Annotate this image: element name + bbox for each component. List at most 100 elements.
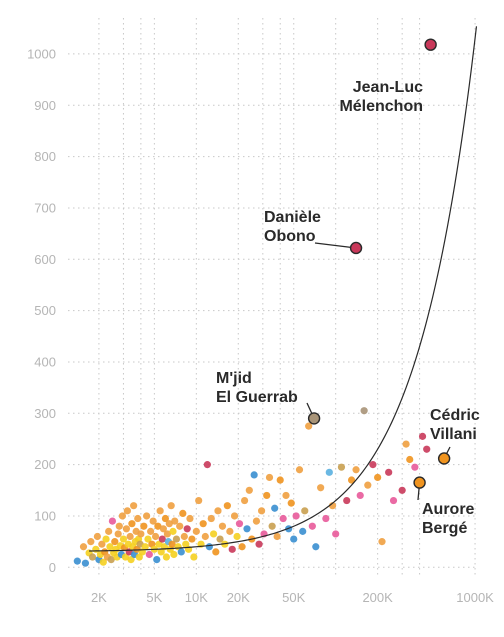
data-point <box>172 535 181 543</box>
data-point <box>214 507 222 515</box>
data-point <box>273 532 281 541</box>
data-point <box>163 530 171 538</box>
annotation-label: Jean-Luc <box>353 79 423 96</box>
annotation-label: M'jid <box>216 370 252 387</box>
data-points <box>73 407 431 567</box>
data-point <box>207 514 215 523</box>
x-tick-label: 5K <box>146 590 162 605</box>
data-point <box>389 496 398 505</box>
data-point <box>190 553 198 561</box>
x-tick-label: 50K <box>282 590 305 605</box>
data-point <box>240 496 249 505</box>
data-point <box>216 535 224 543</box>
data-point <box>143 512 151 520</box>
data-point <box>119 535 128 543</box>
data-point <box>235 520 244 528</box>
data-point <box>87 538 95 546</box>
data-point <box>402 440 410 448</box>
annotated-point <box>413 476 426 489</box>
data-point <box>201 532 209 541</box>
data-point <box>127 555 135 564</box>
data-point <box>105 527 113 535</box>
data-point <box>144 535 152 543</box>
annotations: Jean-Luc Mélenchon Danièle Obono M'jid El Gue… <box>216 38 480 537</box>
data-point <box>364 481 372 489</box>
data-point <box>238 543 246 551</box>
data-point <box>406 455 414 464</box>
y-tick-label: 700 <box>34 200 56 215</box>
data-point <box>128 520 136 528</box>
y-tick-label: 900 <box>34 98 56 113</box>
gridlines <box>68 18 478 575</box>
y-axis-ticks: 0 100 200 300 400 500 600 700 800 900 1000 <box>27 46 56 574</box>
annotation-label: Danièle <box>264 209 321 226</box>
data-point <box>79 543 88 551</box>
data-point <box>121 553 130 561</box>
data-point <box>343 496 351 505</box>
data-point <box>243 525 251 533</box>
data-point <box>257 507 266 515</box>
data-point <box>352 466 360 474</box>
annotation-label: Villani <box>430 426 477 443</box>
data-point <box>292 512 300 520</box>
data-point <box>245 486 253 494</box>
y-tick-label: 800 <box>34 149 56 164</box>
y-tick-label: 0 <box>49 560 56 575</box>
data-point <box>203 461 211 469</box>
annotation-label: Mélenchon <box>339 98 423 115</box>
data-point <box>161 514 170 523</box>
data-point <box>140 522 148 530</box>
data-point <box>154 522 162 530</box>
data-point <box>369 461 377 469</box>
annotated-point <box>307 412 321 425</box>
annotation-label: El Guerrab <box>216 389 298 406</box>
data-point <box>99 558 107 566</box>
trend-curve <box>89 26 478 552</box>
data-point <box>290 535 298 543</box>
data-point <box>167 502 175 510</box>
data-point <box>287 499 295 507</box>
data-point <box>218 522 227 530</box>
data-point <box>195 496 203 505</box>
data-point <box>111 538 119 546</box>
data-point <box>171 517 179 525</box>
data-point <box>228 545 236 553</box>
data-point <box>179 509 187 517</box>
data-point <box>130 502 138 510</box>
data-point <box>98 540 106 548</box>
data-point <box>123 507 131 515</box>
data-point <box>255 540 263 548</box>
data-point <box>268 522 276 530</box>
data-point <box>159 525 167 533</box>
x-tick-label: 200K <box>362 590 393 605</box>
data-point <box>114 530 122 538</box>
data-point <box>155 540 163 548</box>
data-point <box>322 514 330 523</box>
x-tick-label: 20K <box>227 590 250 605</box>
y-tick-label: 200 <box>34 457 56 472</box>
data-point <box>102 535 110 543</box>
data-point <box>308 522 316 530</box>
data-point <box>137 530 145 538</box>
data-point <box>162 553 171 561</box>
data-point <box>192 527 200 535</box>
data-point <box>271 504 279 512</box>
data-point <box>325 468 333 476</box>
data-point <box>81 559 90 567</box>
data-point <box>134 514 142 523</box>
data-point <box>305 422 313 430</box>
data-point <box>299 527 307 535</box>
data-point <box>356 491 364 500</box>
data-point <box>151 532 160 541</box>
data-point <box>199 520 207 528</box>
data-point <box>223 502 231 510</box>
data-point <box>226 527 234 535</box>
annotation-label: Cédric <box>430 407 480 424</box>
data-point <box>230 512 239 520</box>
data-point <box>177 548 185 556</box>
data-point <box>398 486 406 494</box>
x-tick-label: 2K <box>91 590 107 605</box>
data-point <box>188 535 196 543</box>
data-point <box>168 540 176 548</box>
annotated-point <box>424 38 437 51</box>
